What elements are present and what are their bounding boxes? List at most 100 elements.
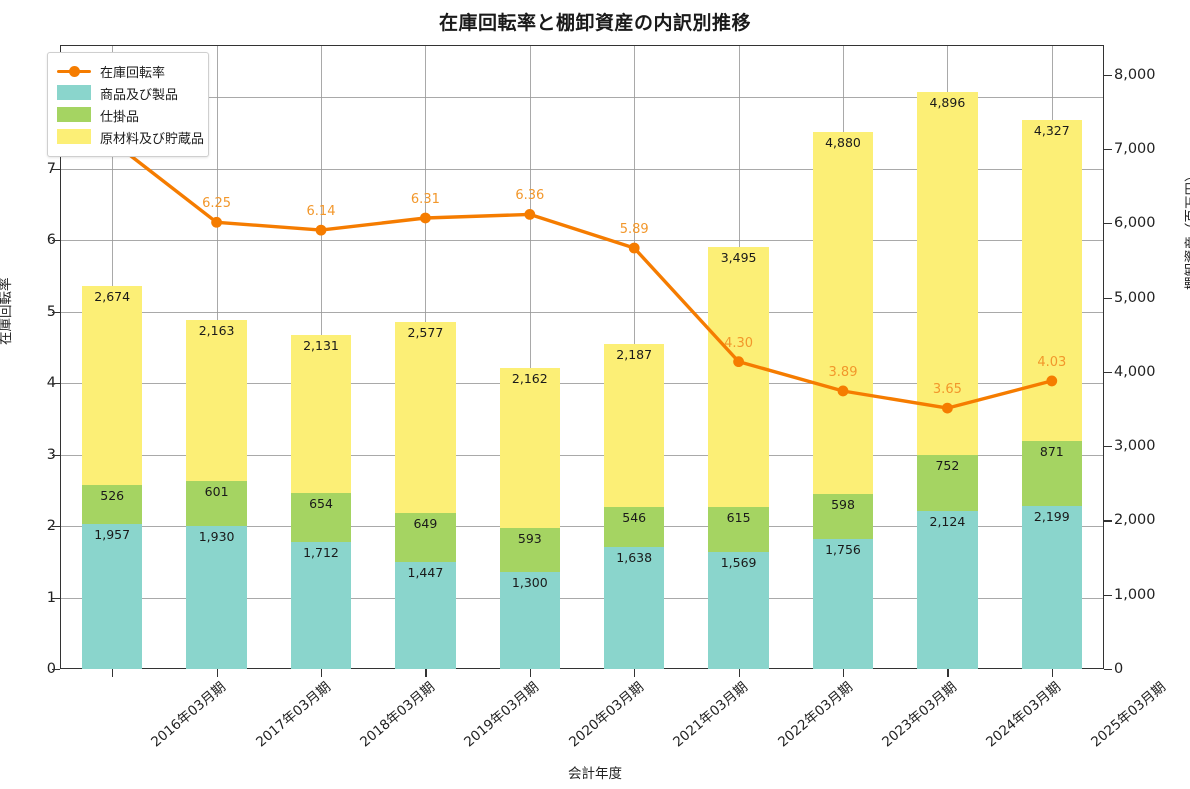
bar-segment-label: 615 xyxy=(726,509,751,525)
gridline-horizontal xyxy=(60,597,1104,599)
legend-color-swatch xyxy=(57,85,91,101)
legend-item-2[interactable]: 仕掛品 xyxy=(57,104,199,126)
legend-dot-icon xyxy=(69,66,80,77)
gridline-horizontal xyxy=(60,97,1104,99)
x-axis-tick-2020: 2020年03月期 xyxy=(565,679,647,751)
y-axis-right-tickmark xyxy=(1104,669,1112,671)
x-axis-tickmark xyxy=(112,669,114,677)
bar-segment-label: 1,712 xyxy=(303,544,339,560)
bar-segment-label: 752 xyxy=(935,458,960,474)
turnover-rate-point-label: 5.89 xyxy=(619,221,649,237)
bar-segment-merchandise[interactable] xyxy=(499,572,561,669)
bar-segment-wip[interactable] xyxy=(708,506,769,553)
bar-segment-merchandise[interactable] xyxy=(917,511,978,669)
x-axis-tick-2022: 2022年03月期 xyxy=(774,679,856,751)
y-axis-right-tickmark xyxy=(1104,297,1112,299)
bar-segment-label: 546 xyxy=(622,509,647,525)
bar-segment-label: 1,756 xyxy=(825,541,861,557)
bar-segment-label: 2,131 xyxy=(303,337,339,353)
bar-segment-raw-materials[interactable] xyxy=(186,320,247,481)
bar-segment-label: 654 xyxy=(309,496,333,512)
bar-segment-raw-materials[interactable] xyxy=(1021,119,1083,441)
y-axis-left-tickmark xyxy=(52,168,60,170)
bar-segment-merchandise[interactable] xyxy=(395,561,456,669)
y-axis-right-tick: 4,000 xyxy=(1114,363,1156,380)
bar-segment-wip[interactable] xyxy=(603,506,665,548)
y-axis-left-tickmark xyxy=(52,597,60,599)
bar-segment-wip[interactable] xyxy=(499,528,561,573)
legend-item-1[interactable]: 商品及び製品 xyxy=(57,82,199,104)
y-axis-left-label: 在庫回転率 xyxy=(0,277,14,346)
bar-segment-label: 2,162 xyxy=(511,370,548,386)
bar-segment-raw-materials[interactable] xyxy=(708,247,769,507)
bar-segment-wip[interactable] xyxy=(917,455,978,512)
x-axis-tickmark xyxy=(843,669,845,677)
y-axis-left-tickmark xyxy=(52,526,60,528)
legend-item-label: 商品及び製品 xyxy=(100,87,179,103)
bar-segment-label: 2,199 xyxy=(1033,508,1070,524)
bar-segment-label: 1,957 xyxy=(94,526,131,542)
bar-segment-wip[interactable] xyxy=(395,513,456,562)
bar-segment-label: 598 xyxy=(831,497,855,513)
bar-segment-wip[interactable] xyxy=(1021,440,1083,506)
y-axis-right-tickmark xyxy=(1104,371,1112,374)
legend-item-0[interactable]: 在庫回転率 xyxy=(57,60,199,82)
bar-segment-raw-materials[interactable] xyxy=(917,91,978,456)
x-axis-tickmark xyxy=(216,669,218,677)
legend-item-3[interactable]: 原材料及び貯蔵品 xyxy=(57,126,204,148)
bar-segment-merchandise[interactable] xyxy=(290,541,352,669)
turnover-rate-point-label: 4.30 xyxy=(724,335,754,351)
legend-color-swatch xyxy=(57,107,91,123)
bar-segment-wip[interactable] xyxy=(186,480,247,526)
x-axis-tickmark xyxy=(1051,669,1053,677)
gridline-horizontal xyxy=(60,454,1104,456)
y-axis-left-tick: 7 xyxy=(47,161,56,177)
legend-item-label: 在庫回転率 xyxy=(100,65,166,81)
gridline-horizontal xyxy=(60,526,1104,528)
bar-segment-raw-materials[interactable] xyxy=(81,285,143,485)
bar-segment-merchandise[interactable] xyxy=(81,523,143,669)
bar-segment-raw-materials[interactable] xyxy=(812,131,874,495)
bar-segment-label: 3,495 xyxy=(720,250,757,266)
y-axis-left-tick: 6 xyxy=(47,232,56,248)
y-axis-right-tick: 2,000 xyxy=(1114,512,1156,529)
bar-segment-raw-materials[interactable] xyxy=(603,344,665,507)
legend-item-label: 原材料及び貯蔵品 xyxy=(100,131,205,147)
turnover-rate-point-label: 4.03 xyxy=(1037,354,1067,370)
bar-segment-label: 2,577 xyxy=(407,324,444,340)
bar-segment-raw-materials[interactable] xyxy=(499,367,561,529)
bar-segment-merchandise[interactable] xyxy=(708,552,769,669)
bar-segment-label: 2,163 xyxy=(198,323,235,339)
bar-segment-merchandise[interactable] xyxy=(812,538,874,669)
bar-segment-raw-materials[interactable] xyxy=(290,334,352,494)
x-axis-tick-2019: 2019年03月期 xyxy=(461,679,543,751)
x-axis-tick-2018: 2018年03月期 xyxy=(357,679,438,751)
x-axis-tick-2016: 2016年03月期 xyxy=(148,679,230,751)
y-axis-right-tickmark xyxy=(1104,594,1112,596)
legend-line-marker-icon xyxy=(57,63,91,79)
y-axis-right-tickmark xyxy=(1104,149,1112,151)
bar-segment-label: 593 xyxy=(517,531,542,547)
bar-segment-label: 4,327 xyxy=(1033,122,1070,138)
bar-segment-merchandise[interactable] xyxy=(1021,505,1083,669)
bar-segment-merchandise[interactable] xyxy=(603,547,665,669)
x-axis-tick-2021: 2021年03月期 xyxy=(670,679,752,751)
bar-segment-label: 1,930 xyxy=(198,528,235,544)
bar-segment-label: 2,674 xyxy=(94,288,131,304)
legend-item-label: 仕掛品 xyxy=(100,109,140,125)
chart-legend: 在庫回転率商品及び製品 仕掛品原材料及び貯蔵品 xyxy=(47,52,209,157)
bar-segment-label: 649 xyxy=(413,516,438,532)
y-axis-left-tickmark xyxy=(52,311,60,313)
x-axis-tickmark xyxy=(321,669,323,677)
y-axis-left-tick: 3 xyxy=(47,447,56,463)
bar-segment-wip[interactable] xyxy=(290,493,352,542)
y-axis-left-tick: 4 xyxy=(47,375,56,391)
x-axis-tickmark xyxy=(425,669,427,677)
bar-segment-label: 2,124 xyxy=(929,514,966,530)
y-axis-left-tick: 0 xyxy=(47,661,56,677)
bar-segment-wip[interactable] xyxy=(81,484,143,524)
bar-segment-raw-materials[interactable] xyxy=(395,321,456,514)
bar-segment-wip[interactable] xyxy=(812,494,874,539)
bar-segment-merchandise[interactable] xyxy=(186,525,247,669)
